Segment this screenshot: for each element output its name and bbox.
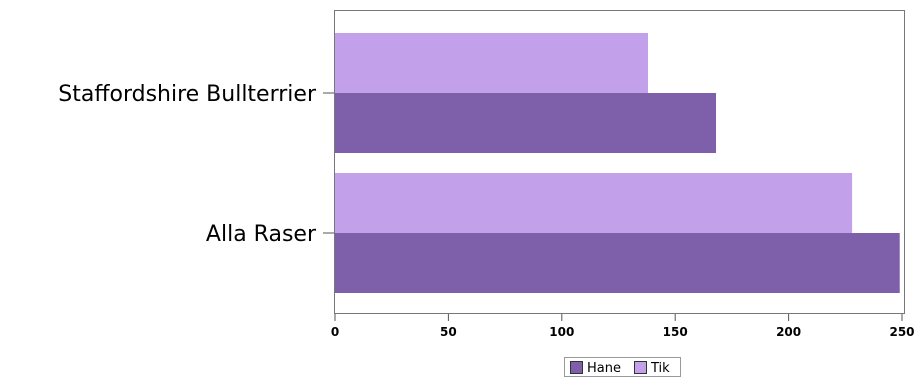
legend: Hane Tik (564, 357, 681, 377)
legend-label-tik: Tik (650, 361, 670, 376)
x-tick-label: 0 (331, 325, 339, 339)
x-tick-label: 150 (663, 325, 688, 339)
bar-hane-0 (335, 93, 717, 153)
bar-tik-1 (335, 173, 853, 233)
plot-frame (334, 10, 905, 314)
x-tick-label: 200 (776, 325, 801, 339)
bar-tik-0 (335, 33, 648, 93)
bars-group (335, 33, 900, 293)
x-tick-label: 50 (440, 325, 457, 339)
legend-swatch-hane (570, 361, 583, 374)
value-axis: 0 50 100 150 200 250 (331, 314, 915, 339)
bar-hane-1 (335, 233, 900, 293)
legend-label-hane: Hane (587, 361, 621, 376)
category-axis: Staffordshire Bullterrier Alla Raser (58, 82, 334, 247)
category-label: Staffordshire Bullterrier (58, 82, 317, 107)
x-tick-label: 250 (889, 325, 914, 339)
legend-swatch-tik (634, 361, 647, 374)
category-label: Alla Raser (206, 222, 317, 247)
x-tick-label: 100 (549, 325, 574, 339)
